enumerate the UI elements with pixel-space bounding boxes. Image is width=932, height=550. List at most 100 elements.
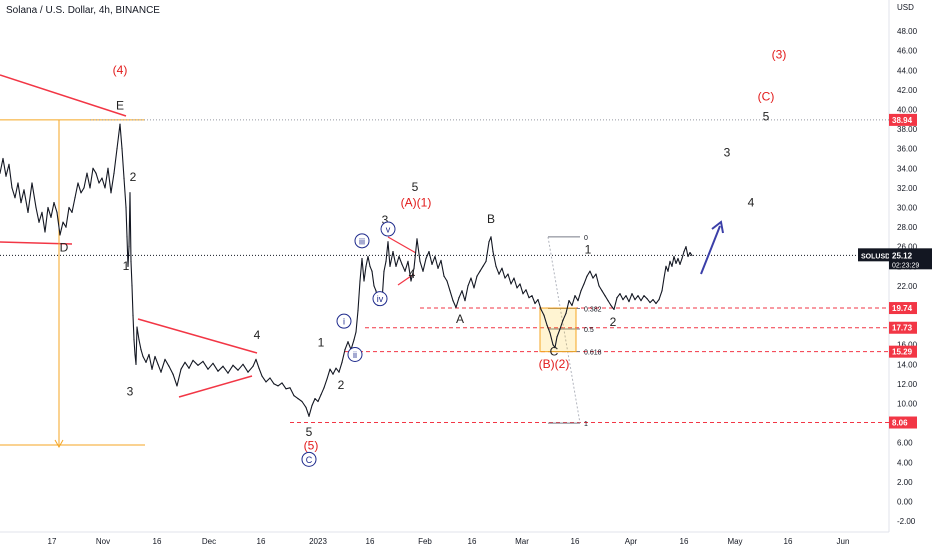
x-tick-label: 16: [257, 537, 266, 546]
price-point: [501, 267, 503, 269]
price-point: [604, 295, 606, 297]
price-point: [513, 277, 515, 279]
price-point: [574, 295, 576, 297]
price-point: [355, 331, 357, 333]
price-point: [164, 358, 166, 360]
wave-label: 4: [254, 328, 261, 342]
price-point: [116, 148, 118, 150]
price-point: [416, 238, 418, 240]
price-point: [180, 368, 182, 370]
price-point: [622, 299, 624, 301]
y-tick-label: 40.00: [897, 106, 918, 115]
price-level-badge: [889, 321, 917, 334]
price-point: [53, 202, 55, 204]
price-point: [473, 287, 475, 289]
wave-label: E: [116, 99, 124, 113]
price-point: [285, 388, 287, 390]
price-point: [687, 255, 689, 258]
price-point: [56, 211, 58, 213]
fib-trend-line: [547, 236, 581, 424]
price-point: [643, 295, 645, 297]
wave-label: C: [550, 344, 559, 358]
wave-circle-marker: [354, 233, 370, 249]
price-level-badge: [889, 113, 917, 126]
price-point: [308, 415, 310, 417]
wave-circle-marker: [372, 291, 388, 307]
price-point: [592, 277, 594, 279]
price-point: [172, 373, 174, 375]
y-tick-label: 30.00: [897, 204, 918, 213]
current-price-badge: [889, 248, 932, 270]
wave-label: 3: [724, 146, 731, 160]
price-point: [625, 295, 627, 297]
price-point: [516, 287, 518, 289]
price-point: [552, 344, 554, 346]
price-point: [395, 265, 397, 267]
wave-label: A: [456, 312, 464, 326]
price-point: [317, 400, 319, 403]
price-point: [110, 192, 112, 194]
price-point: [681, 257, 683, 260]
price-point: [273, 383, 275, 385]
price-point: [440, 259, 442, 262]
price-point: [646, 298, 648, 300]
wave-label: B: [487, 212, 495, 226]
price-point: [490, 236, 492, 238]
wave-circle-label: i: [343, 317, 345, 327]
price-level-label: 8.06: [892, 419, 908, 428]
wave-label: 2: [610, 315, 617, 329]
price-point: [227, 372, 229, 374]
price-point: [252, 365, 254, 367]
wave-label: 5: [763, 109, 770, 123]
wave-label: 5: [306, 425, 313, 439]
projection-arrowhead: [711, 220, 724, 234]
price-point: [142, 355, 144, 358]
price-point: [338, 371, 340, 373]
price-point: [134, 353, 136, 356]
price-point: [568, 300, 570, 302]
price-point: [492, 251, 494, 253]
price-point: [140, 349, 142, 351]
price-point: [562, 319, 564, 321]
price-point: [107, 167, 109, 169]
price-point: [23, 189, 25, 191]
price-point: [237, 369, 239, 371]
price-point: [519, 283, 521, 285]
price-point: [398, 255, 400, 258]
price-point: [329, 368, 331, 370]
price-point: [65, 226, 67, 228]
price-point: [314, 398, 316, 400]
x-tick-label: Jun: [837, 537, 850, 546]
price-point: [311, 404, 313, 407]
price-point: [132, 314, 134, 316]
price-point: [127, 265, 129, 267]
price-point: [598, 285, 600, 287]
price-point: [467, 285, 469, 287]
price-point: [385, 260, 387, 262]
candle-countdown: 02:23:29: [892, 262, 919, 269]
price-point: [640, 300, 642, 302]
price-point: [212, 362, 214, 364]
price-point: [131, 285, 133, 287]
price-point: [281, 382, 283, 384]
price-point: [371, 270, 373, 272]
price-point: [613, 308, 615, 311]
price-point: [130, 260, 132, 262]
x-tick-label: 16: [468, 537, 477, 546]
price-point: [255, 358, 257, 360]
price-point: [556, 336, 558, 338]
price-point: [320, 394, 322, 396]
price-point: [452, 300, 454, 302]
price-point: [129, 192, 131, 194]
price-point: [531, 295, 533, 297]
y-tick-label: 16.00: [897, 341, 918, 350]
triangle-upper-line: [0, 74, 127, 117]
price-point: [649, 301, 651, 304]
projection-arrow-shaft: [700, 225, 721, 275]
wave-label: 1: [585, 243, 592, 257]
price-point: [261, 375, 263, 377]
price-point: [297, 398, 299, 400]
wave-circle-marker: [347, 347, 363, 362]
wave-label: (A)(1): [401, 196, 432, 210]
